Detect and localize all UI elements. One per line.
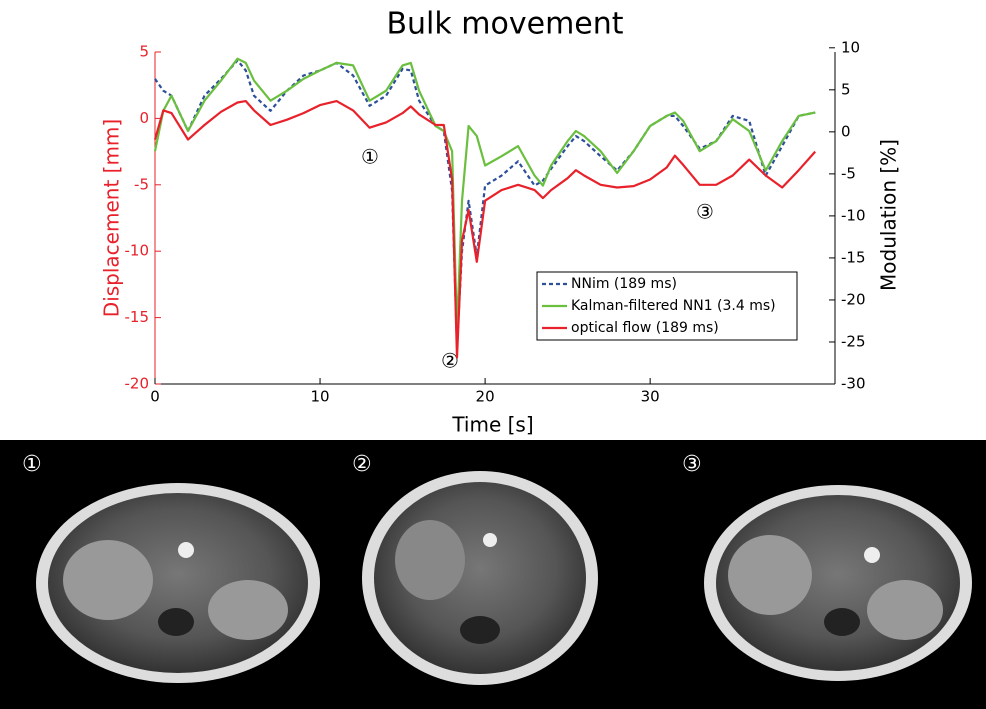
y-tick-label: -5 xyxy=(134,175,149,193)
x-tick-label: 20 xyxy=(476,388,495,406)
y2-tick-label: 10 xyxy=(841,38,860,56)
y2-tick-label: -25 xyxy=(841,332,866,350)
y2-tick-label: -10 xyxy=(841,206,866,224)
image-label: ① xyxy=(22,452,42,477)
annotation: ① xyxy=(361,145,379,169)
y-tick-label: 5 xyxy=(139,43,149,61)
y2-tick-label: 0 xyxy=(841,122,851,140)
y-axis-label: Displacement [mm] xyxy=(100,119,124,317)
chart-title: Bulk movement xyxy=(386,7,623,42)
figure: Bulk movement Displacement [mm] Modulati… xyxy=(0,0,986,709)
legend-label: NNim (189 ms) xyxy=(571,276,677,292)
x-tick-label: 10 xyxy=(311,388,330,406)
mri-slice xyxy=(36,483,320,683)
image-label: ③ xyxy=(682,452,702,477)
y-tick-label: -20 xyxy=(125,375,150,393)
image-panel: ① ② ③ xyxy=(0,440,986,709)
mri-slice xyxy=(704,485,972,681)
y-tick-label: -10 xyxy=(125,242,150,260)
x-tick-label: 30 xyxy=(641,388,660,406)
y2-tick-label: -20 xyxy=(841,290,866,308)
mri-slice xyxy=(362,471,598,685)
y2-tick-label: -30 xyxy=(841,375,866,393)
x-axis-label: Time [s] xyxy=(451,413,533,437)
annotation: ③ xyxy=(696,200,714,224)
y2-tick-label: -15 xyxy=(841,248,866,266)
y2-tick-label: 5 xyxy=(841,80,851,98)
legend-label: optical flow (189 ms) xyxy=(571,320,719,336)
legend: NNim (189 ms) Kalman-filtered NN1 (3.4 ms… xyxy=(537,272,797,340)
y2-tick-label: -5 xyxy=(841,164,856,182)
image-label: ② xyxy=(352,452,372,477)
x-tick-label: 0 xyxy=(150,388,160,406)
y2-axis-label: Modulation [%] xyxy=(877,139,901,291)
y-tick-label: 0 xyxy=(139,109,149,127)
y-tick-label: -15 xyxy=(125,308,150,326)
legend-label: Kalman-filtered NN1 (3.4 ms) xyxy=(571,298,776,314)
